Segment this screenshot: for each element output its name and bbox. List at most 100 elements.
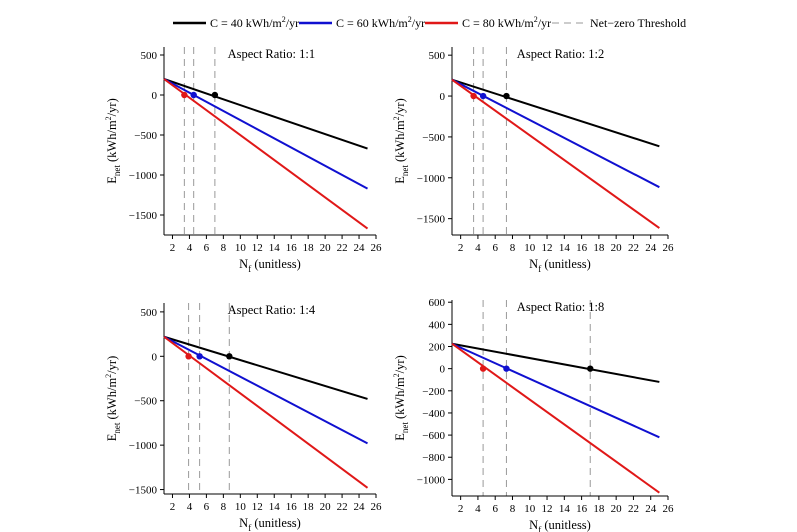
x-tick-label: 12: [542, 242, 553, 254]
y-tick-label: 0: [440, 91, 446, 103]
threshold-point-c80: [479, 365, 487, 372]
threshold-point-c40: [226, 353, 233, 360]
legend-label-c80: C = 80 kWh/m2/yr: [462, 15, 551, 30]
x-tick-label: 22: [628, 503, 639, 515]
x-tick-label: 24: [645, 503, 657, 515]
y-tick-label: −500: [422, 132, 445, 144]
x-tick-label: 4: [187, 242, 193, 254]
x-tick-label: 10: [235, 242, 247, 254]
series-line-c40: [163, 78, 368, 150]
y-tick-label: −1500: [129, 485, 158, 497]
x-tick-label: 12: [252, 242, 263, 254]
x-tick-label: 14: [269, 242, 281, 254]
x-tick-label: 2: [170, 242, 176, 254]
chart-panel-2: 2 4 6 8 10 12 14 16 18 20 22 24 265000−500−1000−1500…: [392, 47, 674, 274]
threshold-point-c60: [196, 353, 203, 360]
y-tick-label: 0: [152, 90, 158, 102]
x-tick-label: 20: [611, 503, 623, 515]
legend-label-threshold: Net−zero Threshold: [590, 16, 686, 30]
x-axis-label: Nf (unitless): [529, 518, 591, 532]
x-tick-label: 2: [170, 501, 176, 513]
y-tick-label: −1500: [417, 214, 446, 226]
y-tick-label: 500: [141, 307, 158, 319]
y-tick-label: −500: [134, 396, 157, 408]
x-tick-label: 10: [235, 501, 247, 513]
legend: C = 40 kWh/m2/yr C = 60 kWh/m2/yr C = 80…: [173, 15, 686, 30]
x-tick-label: 6: [204, 242, 210, 254]
x-tick-label: 26: [371, 242, 383, 254]
threshold-point-c40: [503, 92, 510, 100]
x-tick-label: 10: [524, 242, 536, 254]
y-tick-label: −1000: [417, 173, 446, 185]
x-tick-label: 6: [492, 242, 498, 254]
chart-title: Aspect Ratio: 1:1: [228, 47, 316, 61]
x-tick-label: 26: [663, 503, 675, 515]
x-axis-label: Nf (unitless): [529, 257, 591, 274]
x-tick-label: 10: [524, 503, 536, 515]
x-tick-label: 8: [510, 503, 516, 515]
y-tick-label: 0: [440, 364, 446, 376]
y-tick-label: 0: [152, 351, 158, 363]
x-tick-label: 24: [354, 501, 366, 513]
x-tick-label: 16: [576, 242, 588, 254]
series-line-c80: [451, 342, 660, 494]
x-tick-label: 8: [221, 242, 227, 254]
series-line-c80: [163, 335, 369, 489]
x-tick-label: 22: [337, 501, 348, 513]
threshold-point-c80: [470, 92, 477, 100]
x-tick-label: 24: [354, 242, 366, 254]
x-tick-label: 4: [475, 242, 481, 254]
y-tick-label: −400: [422, 408, 445, 420]
legend-label-c60: C = 60 kWh/m2/yr: [336, 15, 425, 30]
threshold-point-c40: [587, 365, 594, 372]
y-axis-label: Enet (kWh/m2/yr): [104, 356, 122, 442]
x-tick-label: 22: [628, 242, 639, 254]
y-axis-label: Enet (kWh/m2/yr): [392, 355, 410, 441]
y-tick-label: −1000: [129, 440, 158, 452]
x-tick-label: 16: [286, 242, 298, 254]
x-tick-label: 18: [303, 501, 315, 513]
x-tick-label: 16: [286, 501, 298, 513]
x-tick-label: 22: [337, 242, 348, 254]
x-tick-label: 20: [320, 501, 332, 513]
threshold-point-c80: [181, 91, 188, 99]
threshold-point-c60: [479, 92, 487, 100]
series-line-c60: [163, 78, 368, 190]
x-tick-label: 14: [269, 501, 281, 513]
x-tick-label: 14: [559, 503, 571, 515]
x-axis-label: Nf (unitless): [239, 516, 301, 532]
legend-label-c40: C = 40 kWh/m2/yr: [210, 15, 299, 30]
y-tick-label: 500: [429, 50, 446, 62]
x-tick-label: 8: [510, 242, 516, 254]
x-tick-label: 24: [645, 242, 657, 254]
series-line-c80: [163, 78, 369, 230]
series-line-c40: [451, 342, 660, 383]
threshold-point-c60: [190, 91, 197, 99]
threshold-point-c60: [503, 365, 510, 372]
series-line-c40: [451, 78, 660, 148]
chart-panel-3: 2 4 6 8 10 12 14 16 18 20 22 24 265000−500−1000−1500…: [104, 303, 382, 532]
x-tick-label: 18: [593, 242, 605, 254]
y-tick-label: −1500: [129, 210, 158, 222]
y-tick-label: 200: [429, 342, 446, 354]
x-tick-label: 6: [204, 501, 210, 513]
x-tick-label: 26: [663, 242, 675, 254]
x-tick-label: 8: [221, 501, 227, 513]
x-tick-label: 26: [371, 501, 383, 513]
x-tick-label: 20: [611, 242, 623, 254]
x-tick-label: 18: [593, 503, 605, 515]
y-tick-label: −800: [422, 452, 445, 464]
y-tick-label: 500: [141, 50, 158, 62]
x-tick-label: 12: [252, 501, 263, 513]
y-tick-label: −200: [422, 386, 445, 398]
x-tick-label: 4: [187, 501, 193, 513]
x-tick-label: 2: [458, 503, 464, 515]
x-axis-label: Nf (unitless): [239, 257, 301, 274]
threshold-point-c80: [185, 353, 192, 360]
x-tick-label: 18: [303, 242, 315, 254]
y-tick-label: −1000: [129, 170, 158, 182]
series-line-c80: [451, 78, 660, 229]
x-tick-label: 2: [458, 242, 464, 254]
y-tick-label: 400: [429, 319, 446, 331]
